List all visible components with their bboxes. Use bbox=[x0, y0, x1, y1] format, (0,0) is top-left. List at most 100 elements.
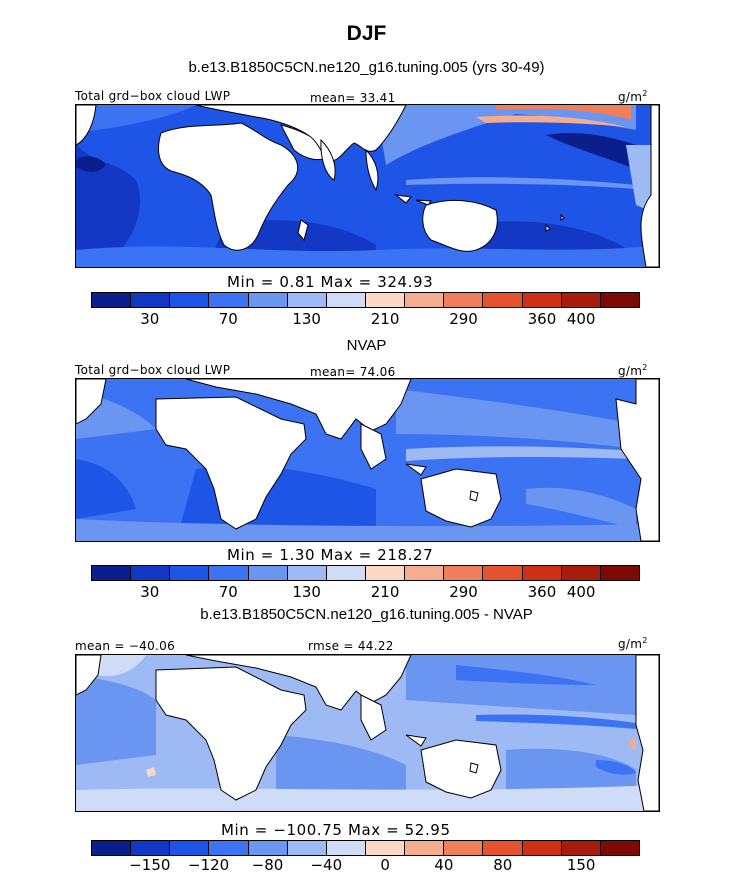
panel2-light-eq bbox=[406, 446, 636, 461]
panel3-mid-sindian bbox=[276, 735, 406, 795]
panel1-field-label: Total grd−box cloud LWP bbox=[75, 89, 231, 103]
panel1-americas-w bbox=[76, 105, 97, 146]
colorbar-tick-label: 150 bbox=[566, 856, 596, 874]
panel3-peach-east bbox=[629, 738, 636, 750]
panel2-light-south bbox=[76, 519, 659, 541]
colorbar-swatch bbox=[170, 566, 210, 580]
panel2-minmax: Min = 1.30 Max = 218.27 bbox=[227, 546, 434, 564]
colorbar-swatch bbox=[522, 841, 562, 855]
panel2-seasia bbox=[360, 423, 387, 470]
colorbar-swatch bbox=[287, 566, 327, 580]
panel3-mean-label: mean = −40.06 bbox=[75, 639, 176, 653]
colorbar-swatch bbox=[483, 841, 523, 855]
colorbar-swatch bbox=[522, 293, 562, 307]
panel2-map-svg bbox=[76, 379, 659, 541]
panel2-title: NVAP bbox=[346, 337, 387, 354]
colorbar-swatch bbox=[170, 293, 210, 307]
colorbar-swatch bbox=[365, 566, 406, 580]
panel3-americas-w bbox=[76, 655, 102, 696]
colorbar-swatch bbox=[92, 293, 132, 307]
panel1-light-kuroshio bbox=[376, 105, 546, 165]
colorbar-swatch bbox=[561, 293, 601, 307]
figure-title: DJF bbox=[346, 22, 387, 45]
panel1-light-nw bbox=[76, 105, 196, 133]
panel3-minmax: Min = −100.75 Max = 52.95 bbox=[221, 821, 451, 839]
panel1-map bbox=[75, 104, 660, 268]
colorbar-swatch bbox=[209, 293, 249, 307]
colorbar-swatch bbox=[600, 293, 639, 307]
panel1-seasia bbox=[365, 148, 379, 192]
panel1-units-label: g/m2 bbox=[618, 89, 648, 104]
colorbar-tick-label: −150 bbox=[129, 856, 171, 874]
colorbar-swatch bbox=[92, 841, 132, 855]
panel3-peach bbox=[146, 767, 156, 777]
panel1-africa bbox=[158, 122, 299, 251]
colorbar-swatch bbox=[444, 293, 484, 307]
panel2-mean-label: mean= 74.06 bbox=[310, 365, 396, 379]
colorbar-swatch bbox=[326, 566, 366, 580]
panel2-australia bbox=[420, 468, 502, 528]
colorbar-swatch bbox=[92, 566, 132, 580]
panel2-field-label: Total grd−box cloud LWP bbox=[75, 363, 231, 377]
colorbar-tick-label: 30 bbox=[140, 583, 160, 601]
colorbar-tick-label: 130 bbox=[292, 310, 321, 328]
colorbar-swatch bbox=[131, 566, 171, 580]
colorbar-swatch bbox=[287, 841, 327, 855]
colorbar-swatch bbox=[405, 841, 445, 855]
panel3-africa bbox=[155, 666, 307, 801]
figure-subtitle: b.e13.B1850C5CN.ne120_g16.tuning.005 (yr… bbox=[188, 59, 545, 76]
panel1-dark-west bbox=[76, 156, 106, 172]
panel2-americas-w bbox=[76, 379, 107, 425]
colorbar-tick-label: 360 bbox=[527, 583, 557, 601]
colorbar-tick-label: 70 bbox=[218, 310, 238, 328]
colorbar-tick-label: 80 bbox=[493, 856, 513, 874]
colorbar-swatch bbox=[561, 566, 601, 580]
colorbar-swatch bbox=[483, 566, 523, 580]
colorbar-swatch bbox=[287, 293, 327, 307]
colorbar-tick-label: −120 bbox=[188, 856, 230, 874]
panel1-light-equator bbox=[406, 177, 636, 189]
panel1-mean-label: mean= 33.41 bbox=[310, 91, 396, 105]
colorbar-swatch bbox=[326, 293, 366, 307]
panel2-dark-atl bbox=[76, 459, 136, 519]
panel1-madagascar bbox=[297, 219, 309, 242]
colorbar-tick-label: 360 bbox=[527, 310, 557, 328]
colorbar-tick-label: 70 bbox=[218, 583, 238, 601]
colorbar-swatch bbox=[600, 566, 639, 580]
panel2-islands bbox=[405, 463, 479, 502]
colorbar-swatch bbox=[405, 566, 445, 580]
colorbar-swatch bbox=[365, 293, 406, 307]
panel2-africa bbox=[155, 396, 307, 530]
colorbar-swatch bbox=[405, 293, 445, 307]
colorbar-swatch bbox=[209, 841, 249, 855]
colorbar-swatch bbox=[522, 566, 562, 580]
panel3-dark-spac bbox=[596, 760, 636, 775]
panel1-colorbar bbox=[91, 292, 640, 308]
panel1-light-south bbox=[76, 245, 659, 267]
panel1-australia bbox=[422, 200, 498, 252]
panel1-americas-e bbox=[640, 105, 659, 267]
colorbar-tick-label: 210 bbox=[370, 583, 400, 601]
panel2-light-npac bbox=[396, 389, 636, 449]
colorbar-swatch bbox=[209, 566, 249, 580]
colorbar-tick-label: 0 bbox=[380, 856, 390, 874]
colorbar-tick-label: −40 bbox=[310, 856, 343, 874]
colorbar-swatch bbox=[483, 293, 523, 307]
panel2-map bbox=[75, 378, 660, 542]
panel3-colorbar bbox=[91, 840, 640, 856]
panel3-australia bbox=[420, 739, 502, 799]
colorbar-swatch bbox=[326, 841, 366, 855]
panel1-dark-atlantic bbox=[76, 145, 140, 267]
panel3-light-west bbox=[96, 655, 146, 677]
panel2-colorbar bbox=[91, 565, 640, 581]
panel3-dark-eq bbox=[476, 714, 636, 729]
panel2-units-label: g/m2 bbox=[618, 363, 648, 378]
panel1-orange-npac bbox=[496, 105, 631, 120]
panel3-americas-e bbox=[635, 655, 659, 811]
colorbar-tick-label: 30 bbox=[140, 310, 160, 328]
colorbar-swatch bbox=[444, 841, 484, 855]
panel3-seasia bbox=[360, 694, 387, 741]
panel1-dark-npacific bbox=[546, 133, 636, 170]
colorbar-swatch bbox=[170, 841, 210, 855]
panel3-title: b.e13.B1850C5CN.ne120_g16.tuning.005 - N… bbox=[200, 606, 533, 623]
